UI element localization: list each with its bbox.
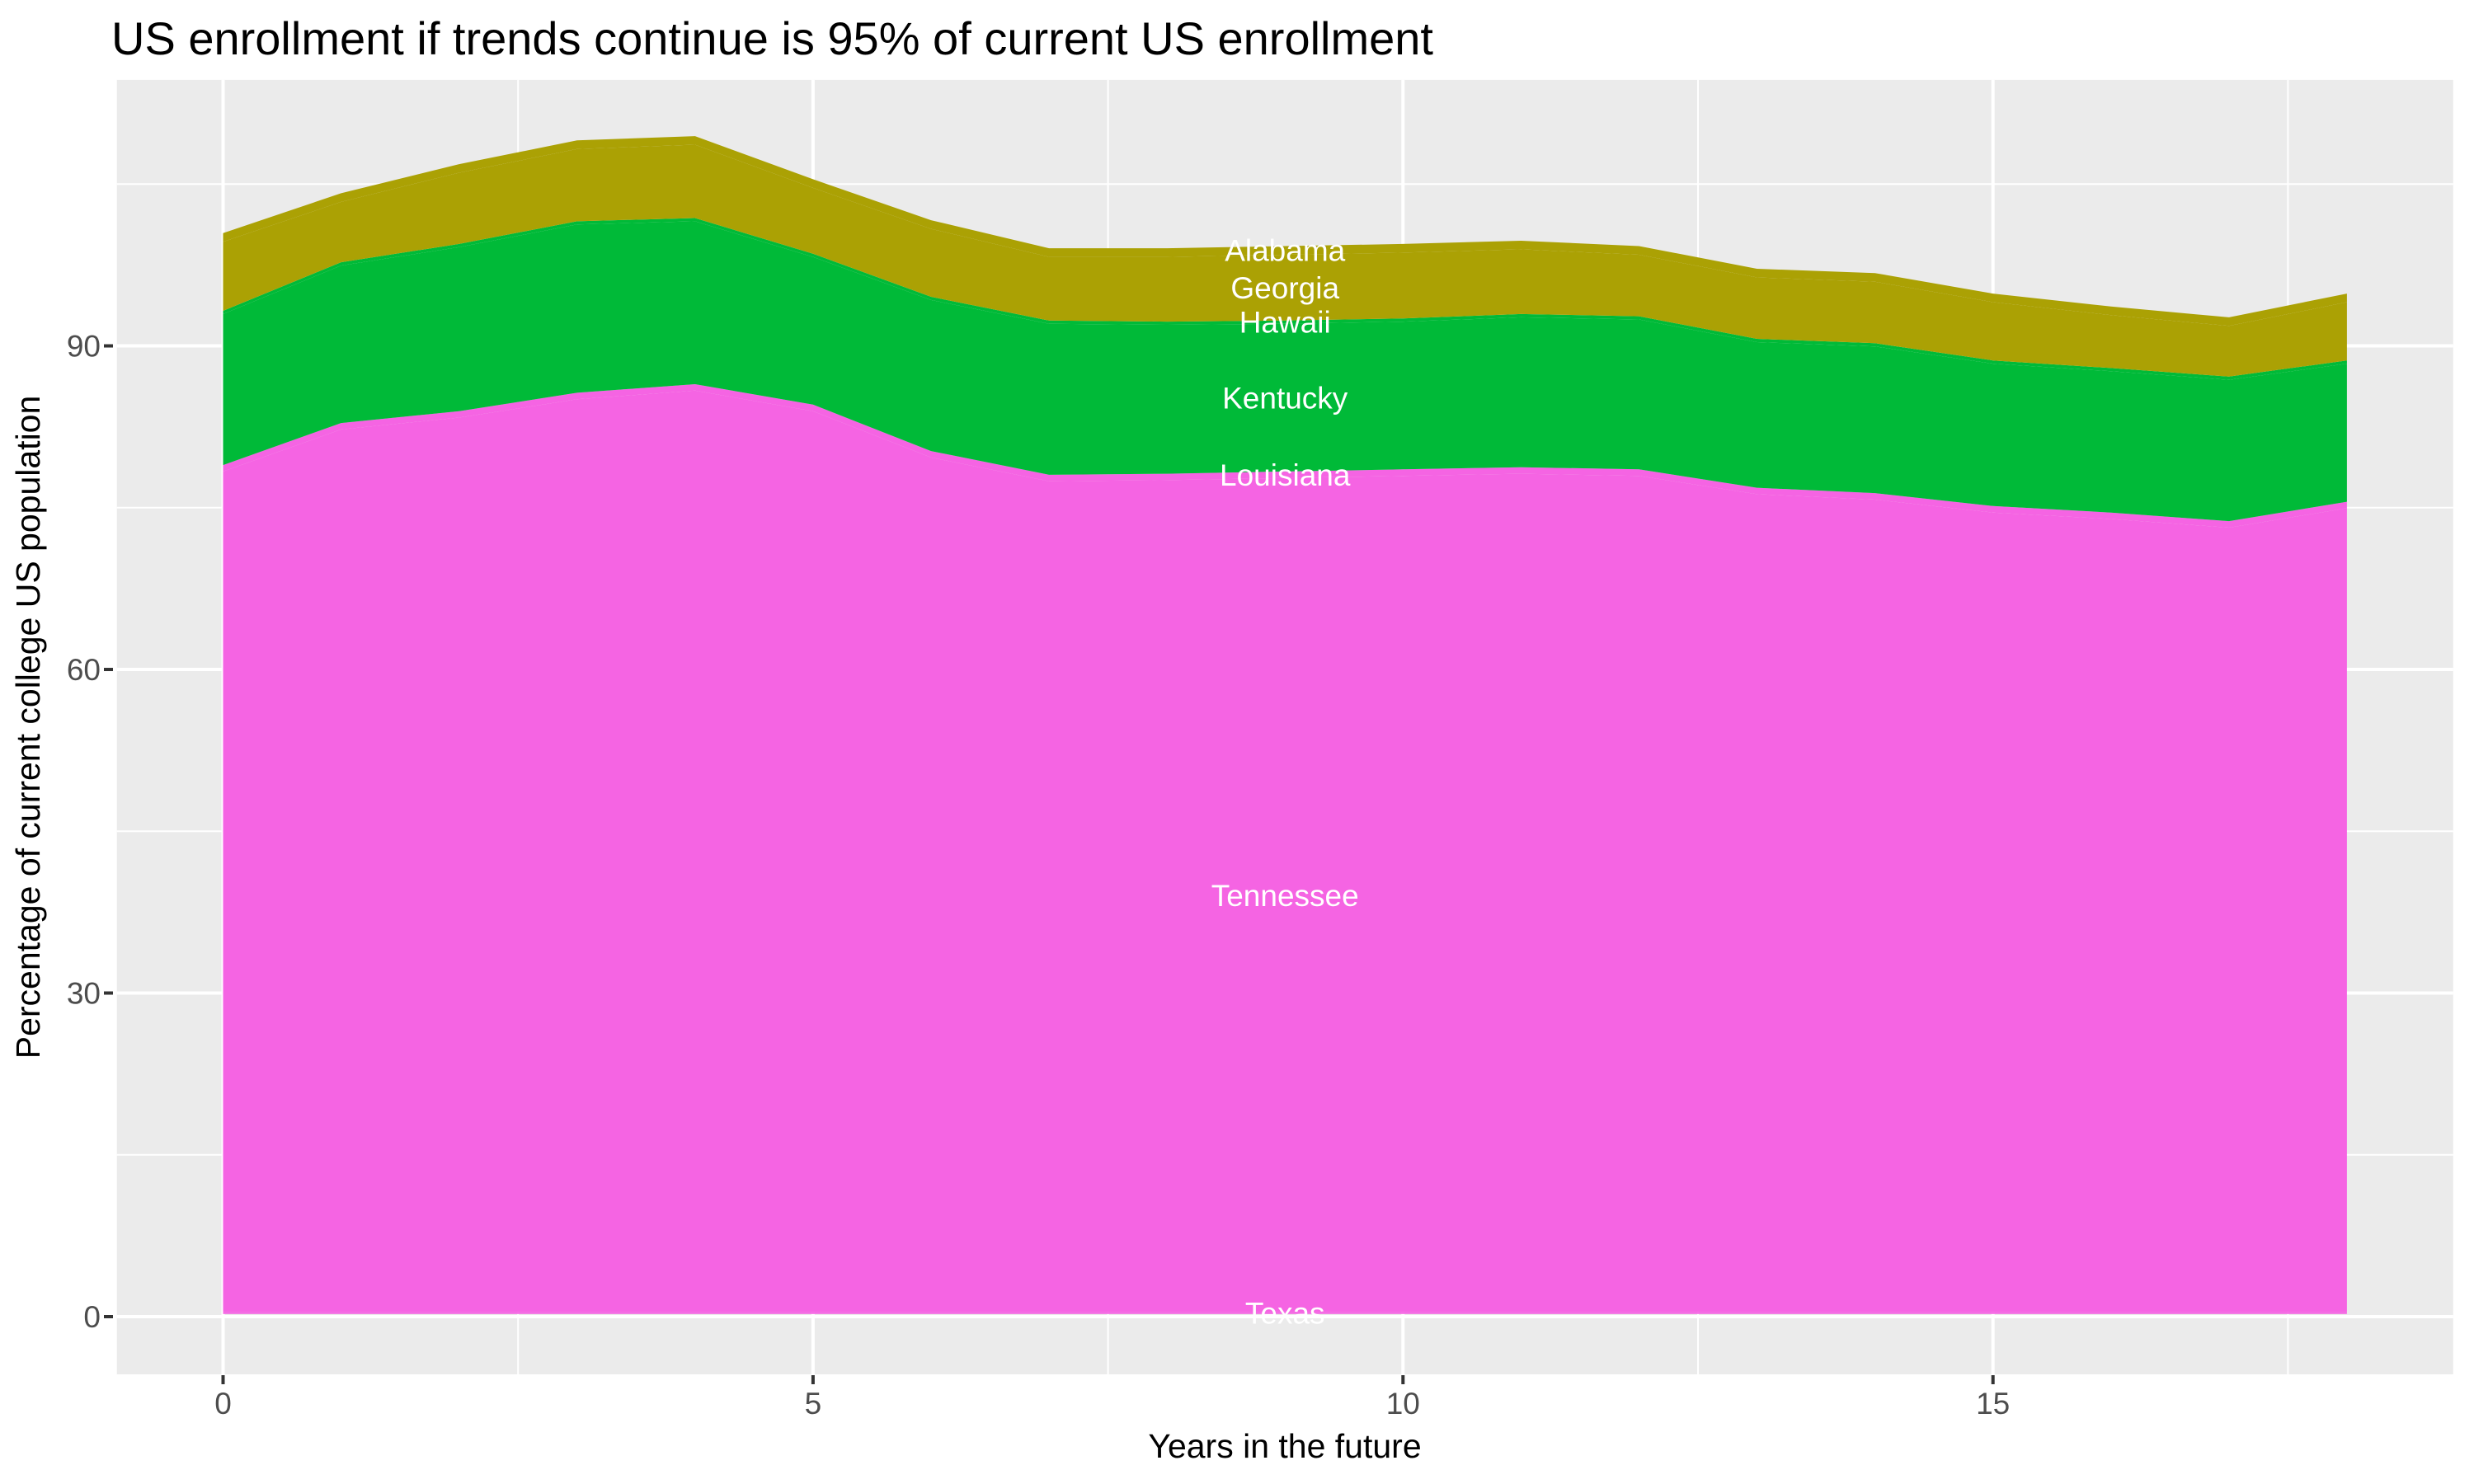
state-label-tennessee: Tennessee — [1211, 879, 1359, 913]
x-tick-label-5: 5 — [805, 1387, 822, 1421]
area-texas — [223, 1312, 2347, 1314]
area-alabama — [223, 136, 2347, 326]
state-label-hawaii: Hawaii — [1239, 306, 1331, 340]
state-label-kentucky: Kentucky — [1222, 381, 1348, 415]
state-label-texas: Texas — [1245, 1297, 1325, 1331]
y-tick-label-0: 0 — [83, 1300, 101, 1334]
area-tennessee — [223, 390, 2347, 1313]
y-tick-label-60: 60 — [67, 653, 101, 687]
state-label-alabama: Alabama — [1225, 234, 1345, 268]
y-tick-label-30: 30 — [67, 977, 101, 1011]
y-tick-label-90: 90 — [67, 330, 101, 364]
area-louisiana — [223, 384, 2347, 528]
x-axis-title: Years in the future — [1148, 1427, 1421, 1465]
panel-layer: 0 5 10 15 0 30 60 90 Texas Tennessee Louisiana Kent… — [67, 79, 2453, 1421]
x-tick-label-10: 10 — [1386, 1387, 1420, 1421]
y-axis-title: Percentage of current college US populat… — [9, 396, 47, 1059]
state-label-louisiana: Louisiana — [1220, 458, 1351, 492]
x-tick-label-15: 15 — [1976, 1387, 2010, 1421]
x-tick-label-0: 0 — [214, 1387, 232, 1421]
area-kentucky — [223, 221, 2347, 522]
area-georgia — [223, 144, 2347, 377]
state-label-georgia: Georgia — [1230, 271, 1339, 305]
chart-title: US enrollment if trends continue is 95% … — [111, 12, 1433, 64]
